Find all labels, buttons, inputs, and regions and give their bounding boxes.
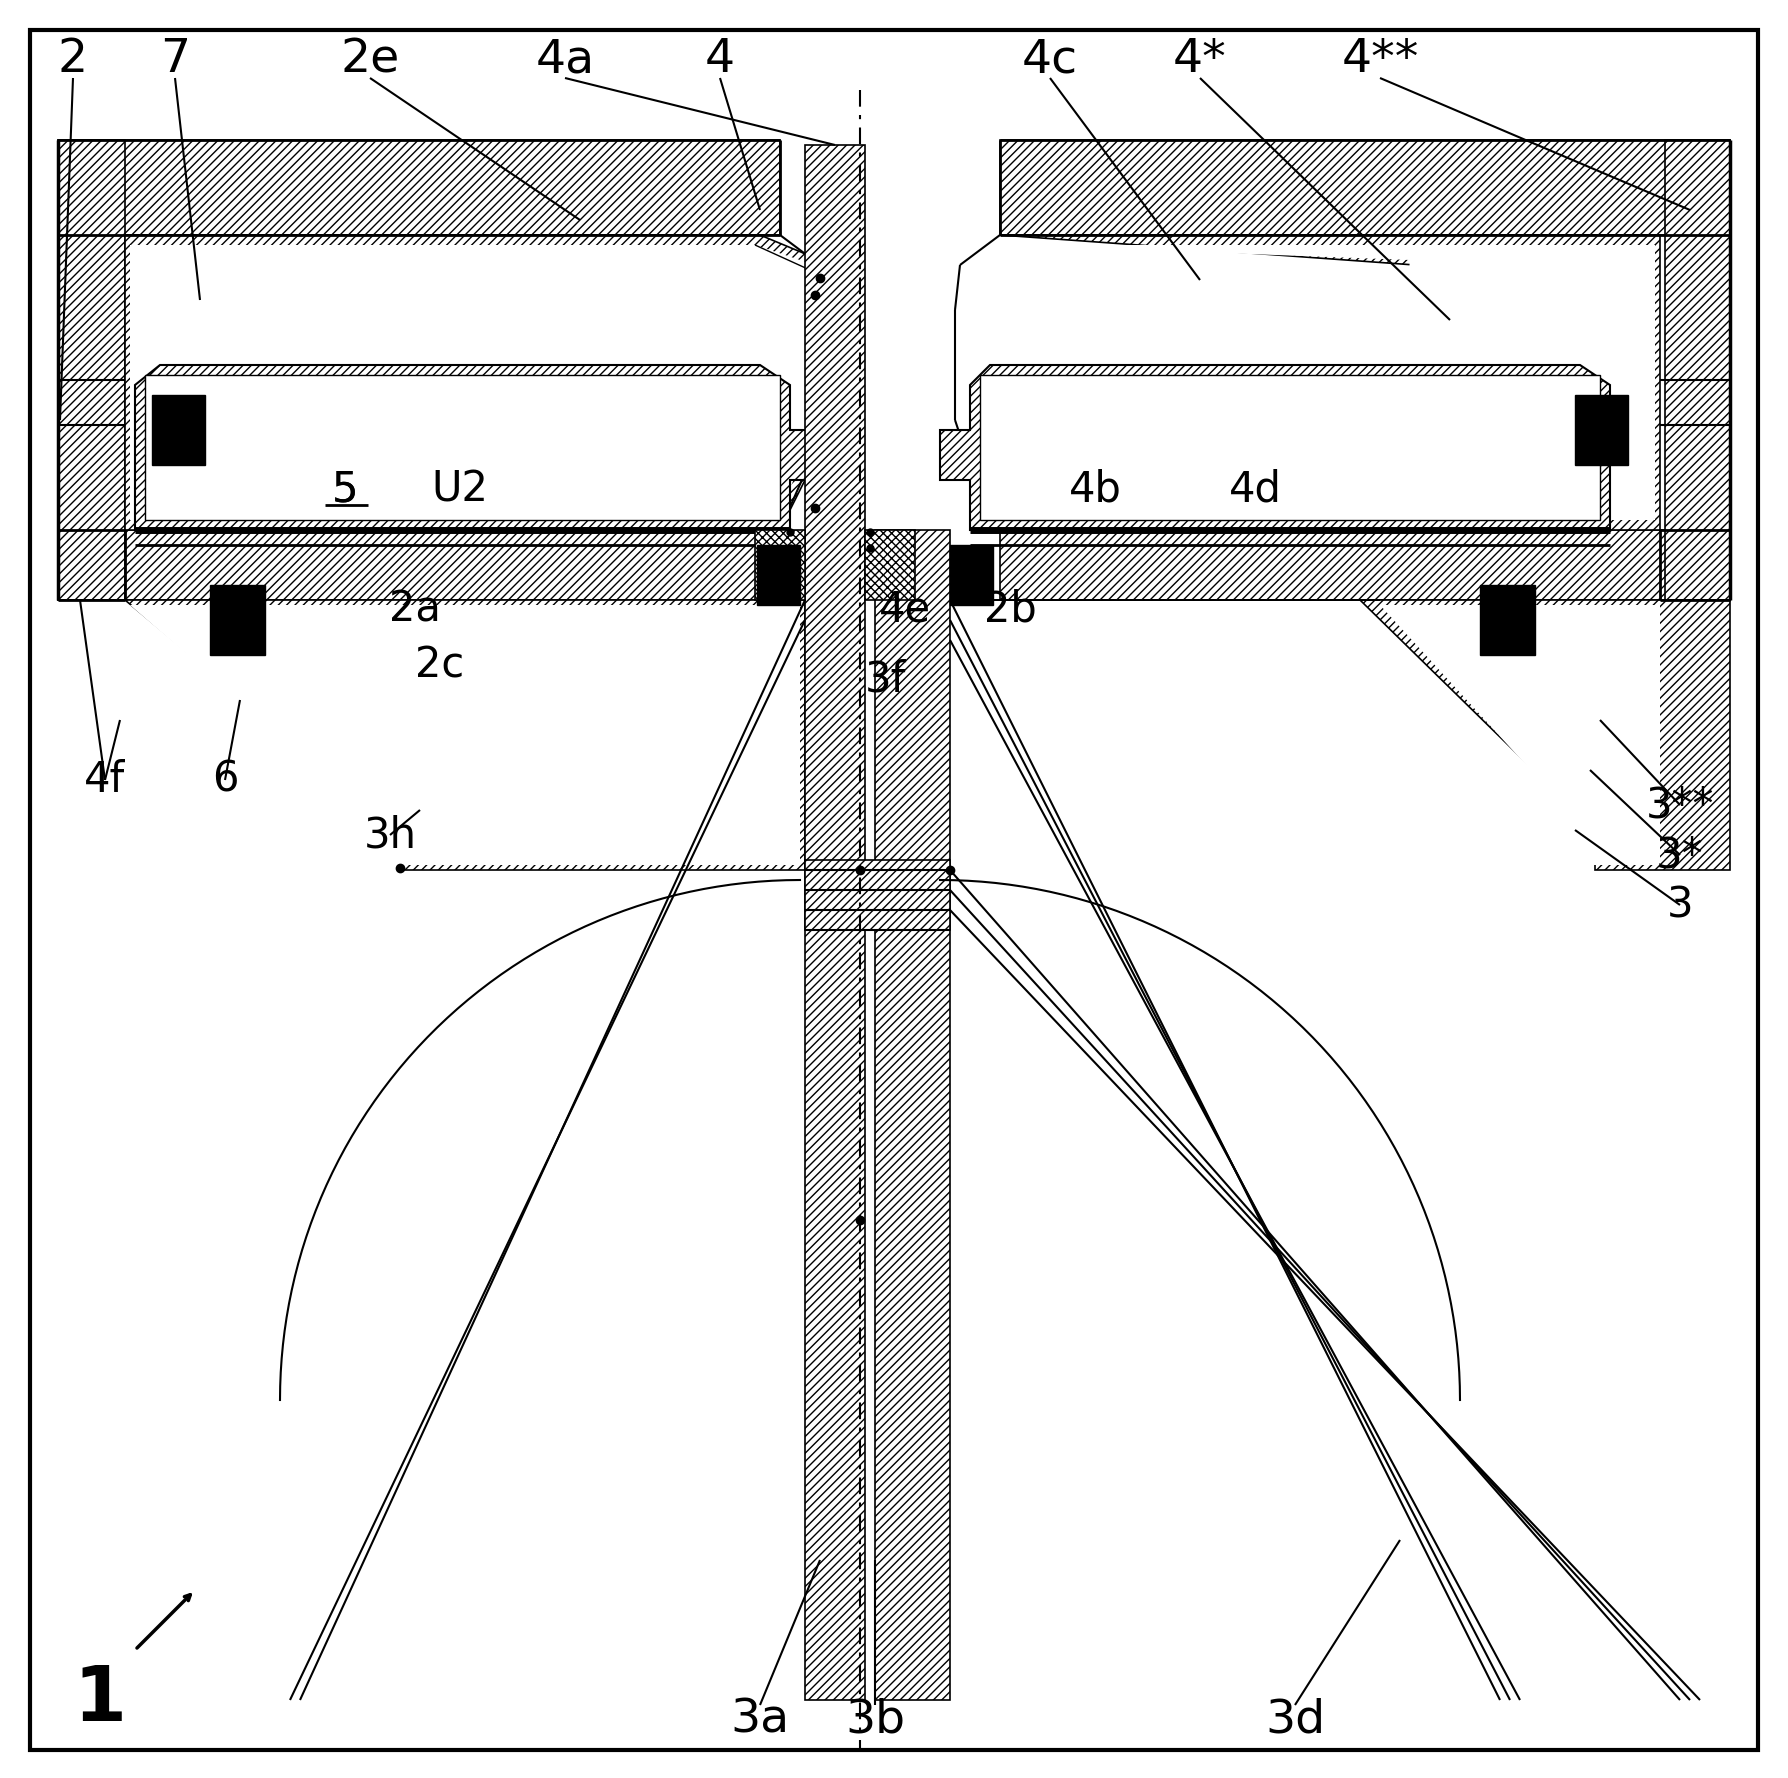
Text: 3f: 3f — [864, 660, 907, 701]
Polygon shape — [1480, 585, 1536, 654]
Polygon shape — [999, 140, 1731, 235]
Text: 3: 3 — [1666, 884, 1693, 926]
Text: 3*: 3* — [1656, 834, 1704, 877]
Text: 4a: 4a — [535, 37, 595, 82]
Text: U2: U2 — [431, 469, 488, 510]
Polygon shape — [999, 235, 1659, 530]
Polygon shape — [805, 861, 949, 930]
Polygon shape — [131, 245, 821, 519]
Text: 2c: 2c — [415, 644, 465, 686]
Text: 4f: 4f — [84, 759, 125, 802]
Text: 3**: 3** — [1645, 784, 1715, 827]
Text: 5: 5 — [333, 469, 358, 510]
Text: 1: 1 — [73, 1662, 127, 1737]
Polygon shape — [999, 530, 1731, 599]
Text: 3d: 3d — [1264, 1698, 1325, 1742]
Polygon shape — [756, 546, 799, 605]
Polygon shape — [57, 140, 780, 235]
Text: 4**: 4** — [1341, 37, 1418, 82]
Polygon shape — [125, 235, 830, 530]
Polygon shape — [874, 599, 1731, 869]
Polygon shape — [880, 605, 1659, 866]
Text: 7: 7 — [159, 37, 190, 82]
Text: 4c: 4c — [1023, 37, 1078, 82]
Polygon shape — [145, 375, 780, 519]
Text: 3a: 3a — [731, 1698, 790, 1742]
Polygon shape — [755, 530, 805, 599]
Text: 2: 2 — [57, 37, 88, 82]
Polygon shape — [874, 530, 949, 1700]
Text: 4e: 4e — [880, 589, 932, 631]
Polygon shape — [136, 364, 821, 530]
Text: 3b: 3b — [846, 1698, 905, 1742]
Text: 2b: 2b — [983, 589, 1037, 631]
Text: 6: 6 — [211, 759, 238, 802]
Polygon shape — [209, 585, 265, 654]
Polygon shape — [949, 546, 992, 605]
Polygon shape — [57, 530, 780, 599]
Text: 4b: 4b — [1069, 469, 1121, 510]
Polygon shape — [940, 364, 1609, 530]
Text: 3h: 3h — [363, 814, 417, 855]
Polygon shape — [805, 146, 865, 1700]
Text: 2e: 2e — [340, 37, 401, 82]
Polygon shape — [1575, 395, 1629, 466]
Text: 5: 5 — [333, 469, 358, 510]
Polygon shape — [131, 605, 799, 866]
Text: 2a: 2a — [390, 589, 442, 631]
Polygon shape — [980, 375, 1600, 519]
Polygon shape — [980, 375, 1600, 519]
Polygon shape — [865, 530, 915, 599]
Polygon shape — [1005, 245, 1656, 519]
Polygon shape — [152, 395, 206, 466]
Polygon shape — [57, 140, 125, 599]
Text: 4: 4 — [704, 37, 735, 82]
Polygon shape — [145, 375, 780, 519]
Polygon shape — [57, 599, 805, 869]
Text: 4d: 4d — [1228, 469, 1282, 510]
Text: 4*: 4* — [1173, 37, 1227, 82]
Polygon shape — [1665, 140, 1731, 599]
